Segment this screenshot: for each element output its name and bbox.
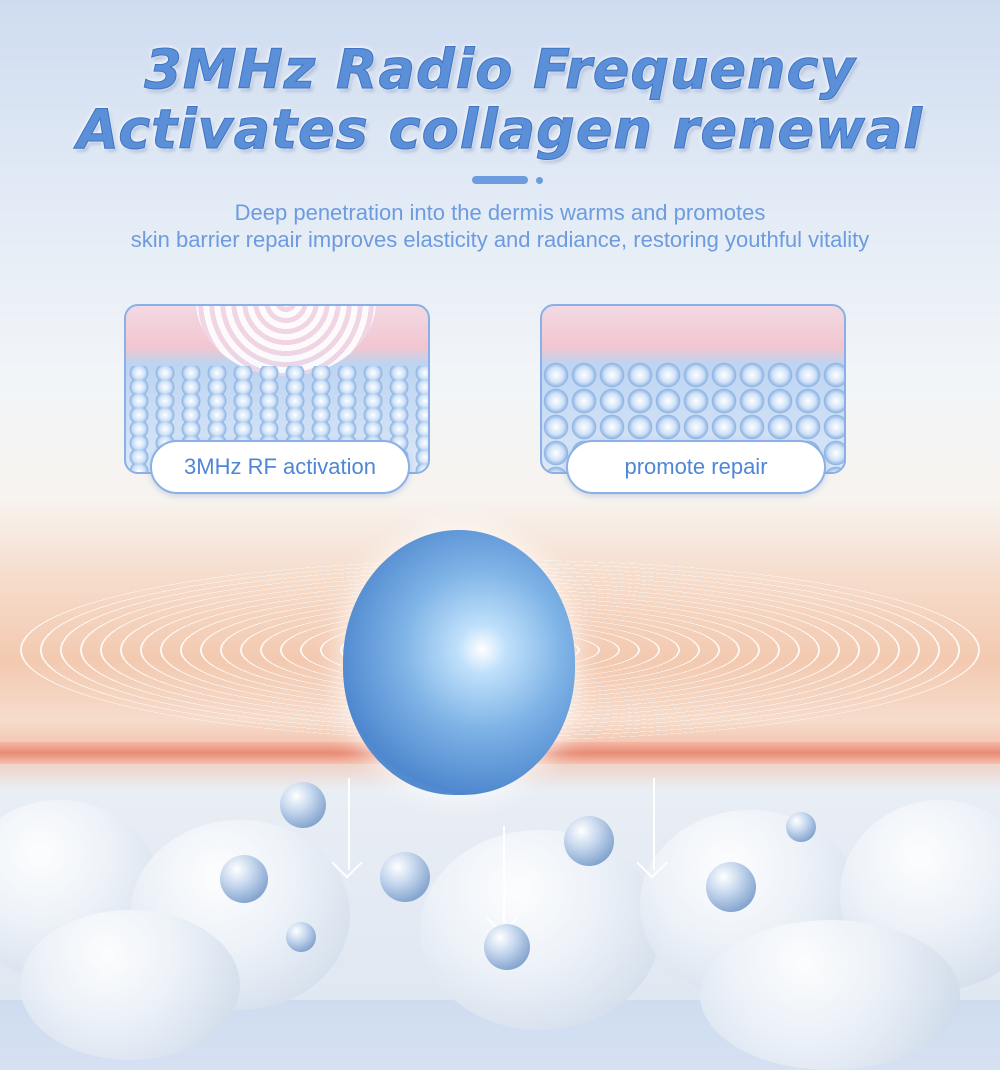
down-arrow-icon [653,778,655,870]
collagen-bubble [286,922,316,952]
background-cell [20,910,240,1060]
promote-repair-label: promote repair [566,440,826,494]
down-arrow-icon [503,826,505,926]
collagen-bubble [280,782,326,828]
background-cell [420,830,660,1030]
title-line-1: 3MHz Radio Frequency [144,38,856,102]
down-arrow-icon [348,778,350,870]
subtitle-line-1: Deep penetration into the dermis warms a… [234,200,766,225]
collagen-bubble [786,812,816,842]
rf-energy-sphere [343,530,575,795]
rf-activation-label: 3MHz RF activation [150,440,410,494]
collagen-bubble [220,855,268,903]
collagen-bubble [484,924,530,970]
divider-dash [472,176,528,184]
subtitle-line-2: skin barrier repair improves elasticity … [130,227,870,252]
title-line-2: Activates collagen renewal [77,98,923,162]
collagen-bubble [380,852,430,902]
collagen-bubble [706,862,756,912]
collagen-bubble [564,816,614,866]
background-cell [700,920,960,1070]
divider-dot [536,177,543,184]
